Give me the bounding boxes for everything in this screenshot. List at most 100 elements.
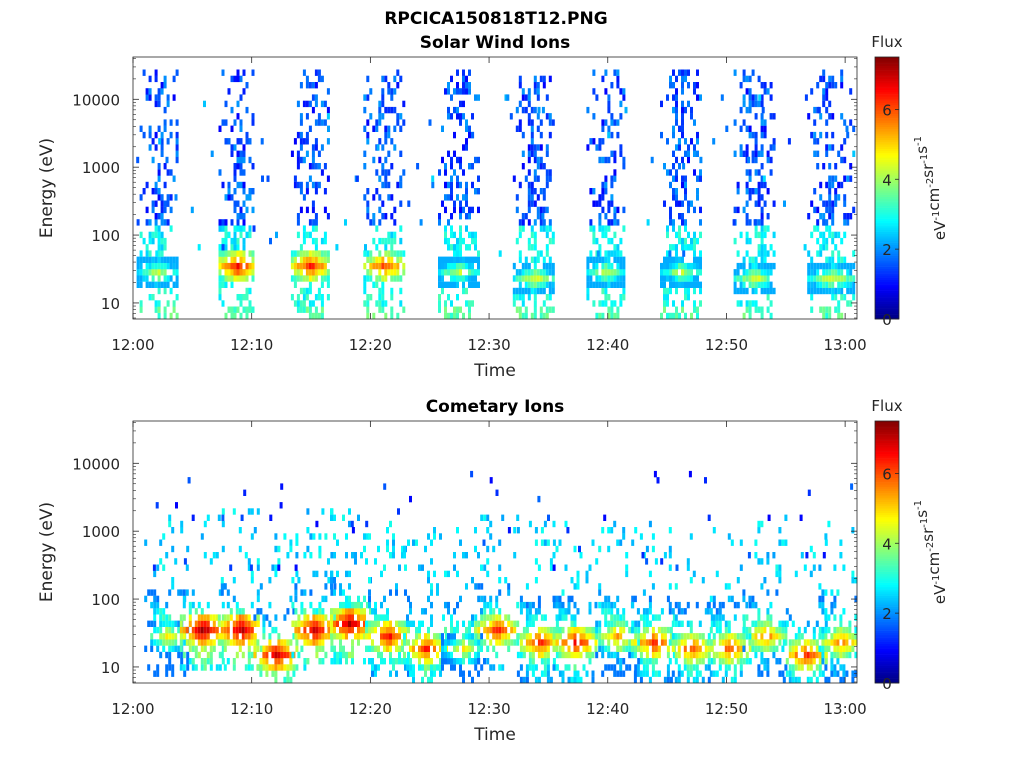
- heatmap-cell: [175, 502, 178, 509]
- heatmap-cell: [546, 658, 550, 665]
- heatmap-cell: [668, 608, 672, 615]
- heatmap-cell: [348, 601, 351, 609]
- heatmap-cell: [232, 620, 236, 627]
- heatmap-cell: [543, 614, 547, 621]
- heatmap-cell: [548, 256, 552, 263]
- heatmap-cell: [453, 244, 456, 251]
- heatmap-cell: [645, 608, 649, 615]
- heatmap-cell: [684, 75, 687, 83]
- heatmap-cell: [769, 287, 773, 295]
- heatmap-cell: [604, 633, 608, 640]
- heatmap-cell: [183, 558, 187, 565]
- heatmap-cell: [456, 269, 459, 276]
- heatmap-cell: [318, 626, 322, 634]
- heatmap-cell: [351, 620, 354, 627]
- heatmap-cell: [736, 645, 740, 652]
- heatmap-cell: [465, 552, 468, 559]
- heatmap-cell: [156, 564, 160, 571]
- heatmap-cell: [159, 620, 163, 627]
- heatmap-cell: [518, 281, 522, 288]
- heatmap-cell: [244, 626, 248, 634]
- heatmap-cell: [766, 558, 770, 565]
- heatmap-cell: [536, 250, 540, 257]
- heatmap-cell: [512, 287, 516, 295]
- heatmap-cell: [589, 275, 593, 282]
- heatmap-cell: [669, 244, 672, 251]
- heatmap-cell: [468, 651, 471, 659]
- x-axis-label: Time: [473, 361, 516, 381]
- heatmap-cell: [748, 219, 752, 226]
- heatmap-cell: [636, 645, 640, 652]
- heatmap-cell: [150, 639, 154, 646]
- heatmap-cell: [828, 231, 832, 239]
- heatmap-cell: [194, 651, 198, 659]
- colorbar-band: [875, 525, 899, 529]
- heatmap-cell: [159, 639, 163, 646]
- colorbar-band: [875, 490, 899, 494]
- heatmap-cell: [840, 312, 844, 320]
- heatmap-cell: [648, 601, 652, 609]
- heatmap-cell: [303, 620, 307, 627]
- heatmap-cell: [399, 275, 403, 282]
- heatmap-cell: [527, 194, 531, 201]
- heatmap-cell: [504, 94, 508, 101]
- heatmap-cell: [160, 244, 164, 251]
- heatmap-cell: [812, 670, 816, 677]
- heatmap-cell: [547, 514, 550, 521]
- heatmap-cell: [669, 181, 672, 189]
- heatmap-cell: [318, 533, 322, 540]
- heatmap-cell: [286, 645, 290, 652]
- heatmap-cell: [477, 256, 480, 263]
- heatmap-cell: [852, 275, 856, 282]
- heatmap-cell: [311, 250, 315, 257]
- heatmap-cell: [657, 626, 661, 634]
- heatmap-cell: [827, 676, 831, 684]
- heatmap-cell: [293, 275, 297, 282]
- heatmap-cell: [245, 231, 249, 239]
- heatmap-cell: [766, 213, 770, 220]
- heatmap-cell: [742, 595, 746, 603]
- heatmap-cell: [241, 633, 245, 640]
- heatmap-cell: [840, 287, 844, 295]
- heatmap-cell: [631, 620, 635, 627]
- heatmap-cell: [515, 106, 519, 114]
- heatmap-cell: [816, 237, 820, 245]
- heatmap-cell: [515, 237, 519, 245]
- heatmap-cell: [314, 188, 318, 195]
- heatmap-cell: [545, 169, 549, 176]
- heatmap-cell: [372, 213, 376, 220]
- heatmap-cell: [308, 300, 312, 307]
- heatmap-cell: [339, 639, 342, 646]
- heatmap-cell: [335, 244, 339, 251]
- heatmap-cell: [251, 119, 255, 126]
- heatmap-cell: [339, 651, 342, 659]
- heatmap-cell: [831, 281, 835, 288]
- heatmap-cell: [230, 275, 234, 282]
- heatmap-cell: [230, 144, 234, 151]
- heatmap-cell: [309, 626, 313, 634]
- heatmap-cell: [693, 262, 696, 270]
- heatmap-cell: [250, 620, 254, 627]
- heatmap-cell: [256, 645, 260, 652]
- heatmap-cell: [453, 281, 456, 288]
- heatmap-cell: [763, 275, 767, 282]
- heatmap-cell: [233, 188, 237, 195]
- heatmap-cell: [524, 106, 528, 114]
- heatmap-cell: [342, 614, 345, 621]
- heatmap-cell: [772, 250, 776, 257]
- heatmap-cell: [843, 256, 847, 263]
- heatmap-cell: [642, 639, 646, 646]
- heatmap-cell: [271, 626, 275, 634]
- heatmap-cell: [390, 138, 394, 145]
- heatmap-cell: [533, 256, 537, 263]
- heatmap-cell: [681, 281, 684, 288]
- heatmap-cell: [845, 651, 849, 659]
- heatmap-cell: [748, 94, 752, 101]
- heatmap-cell: [456, 312, 459, 320]
- heatmap-cell: [807, 287, 811, 295]
- heatmap-cell: [171, 639, 175, 646]
- heatmap-cell: [483, 614, 487, 621]
- heatmap-cell: [683, 651, 687, 659]
- heatmap-cell: [163, 237, 167, 245]
- heatmap-cell: [598, 256, 602, 263]
